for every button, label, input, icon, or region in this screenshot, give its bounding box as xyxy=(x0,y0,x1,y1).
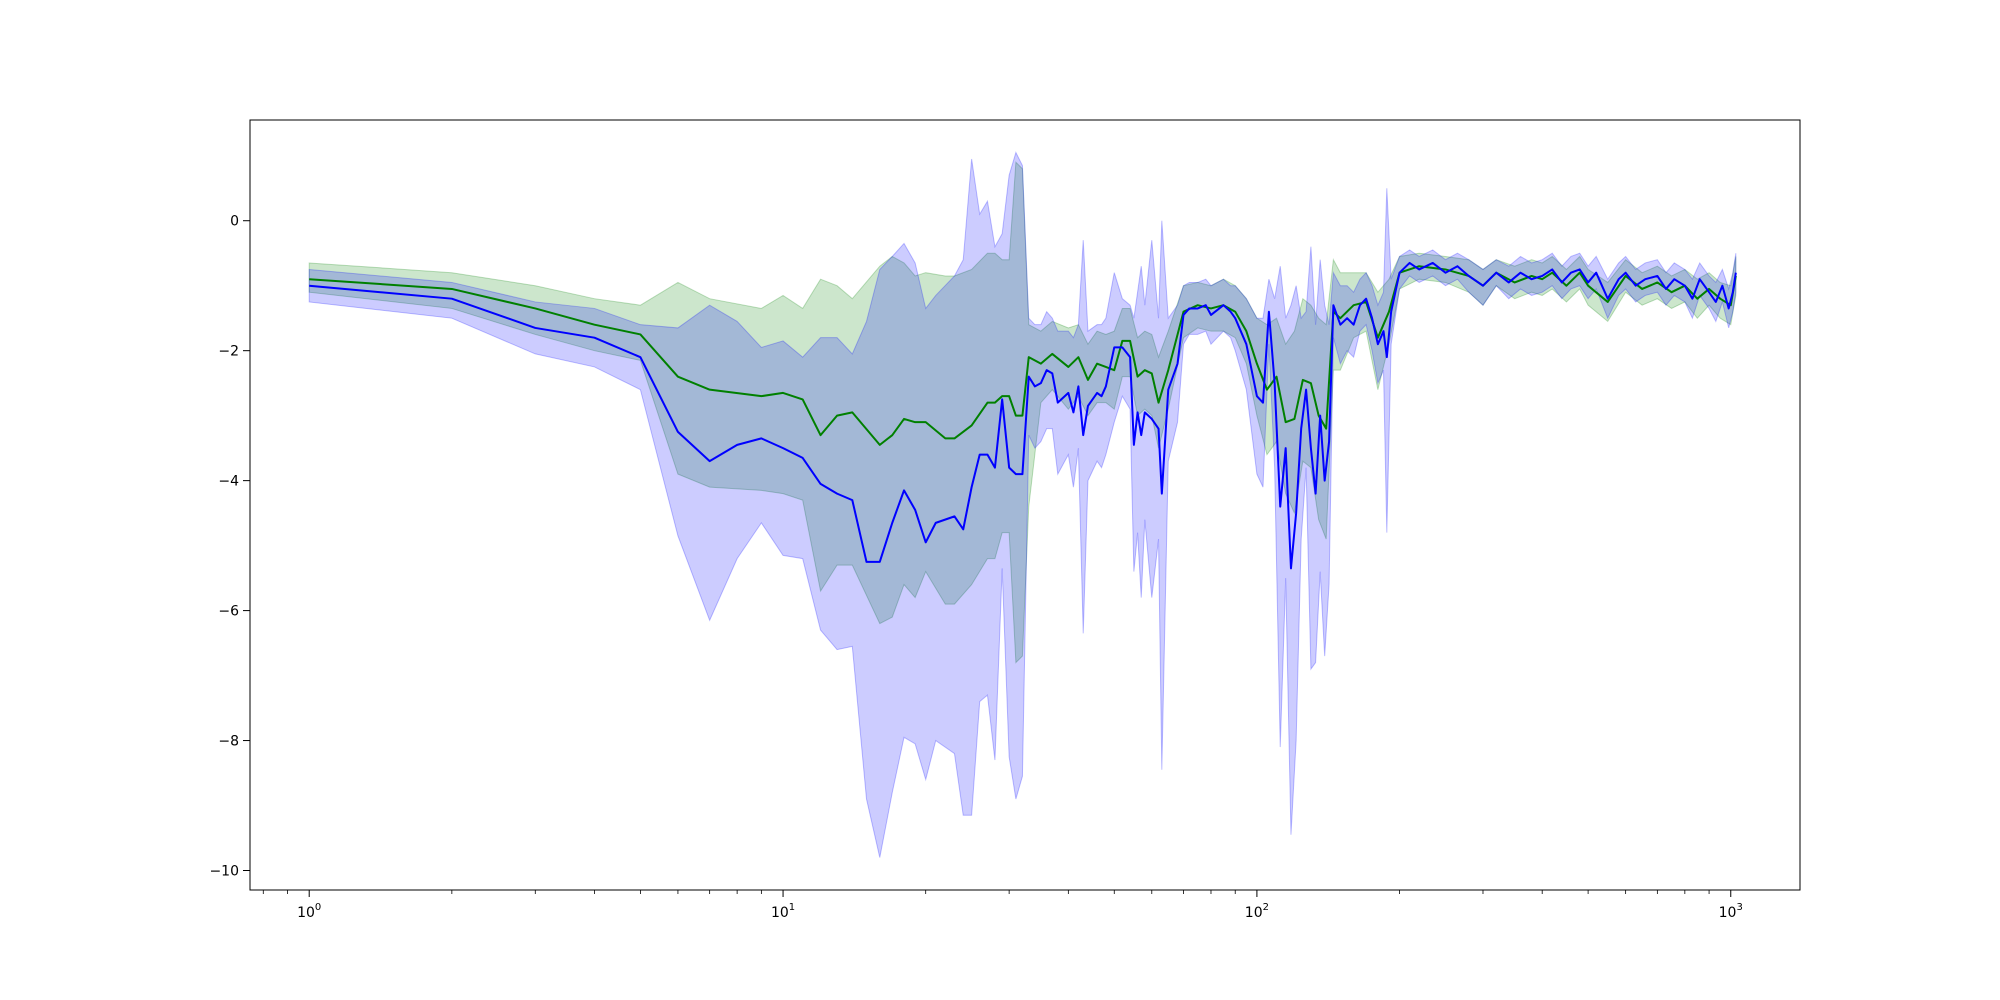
series-line-2 xyxy=(309,261,1737,570)
y-tick-label: −10 xyxy=(209,864,239,880)
y-tick-label: 0 xyxy=(230,214,239,230)
y-tick-label: −2 xyxy=(218,344,239,360)
y-tick-label: −8 xyxy=(218,734,239,750)
y-tick-label: −4 xyxy=(218,474,239,490)
plot-frame xyxy=(249,119,1801,891)
y-tick-label: −6 xyxy=(218,604,239,620)
confidence-band-2 xyxy=(308,151,1737,858)
y-axis: 0 −2 −4 −6 −8 −10 xyxy=(209,214,250,880)
series-lines xyxy=(309,261,1737,570)
